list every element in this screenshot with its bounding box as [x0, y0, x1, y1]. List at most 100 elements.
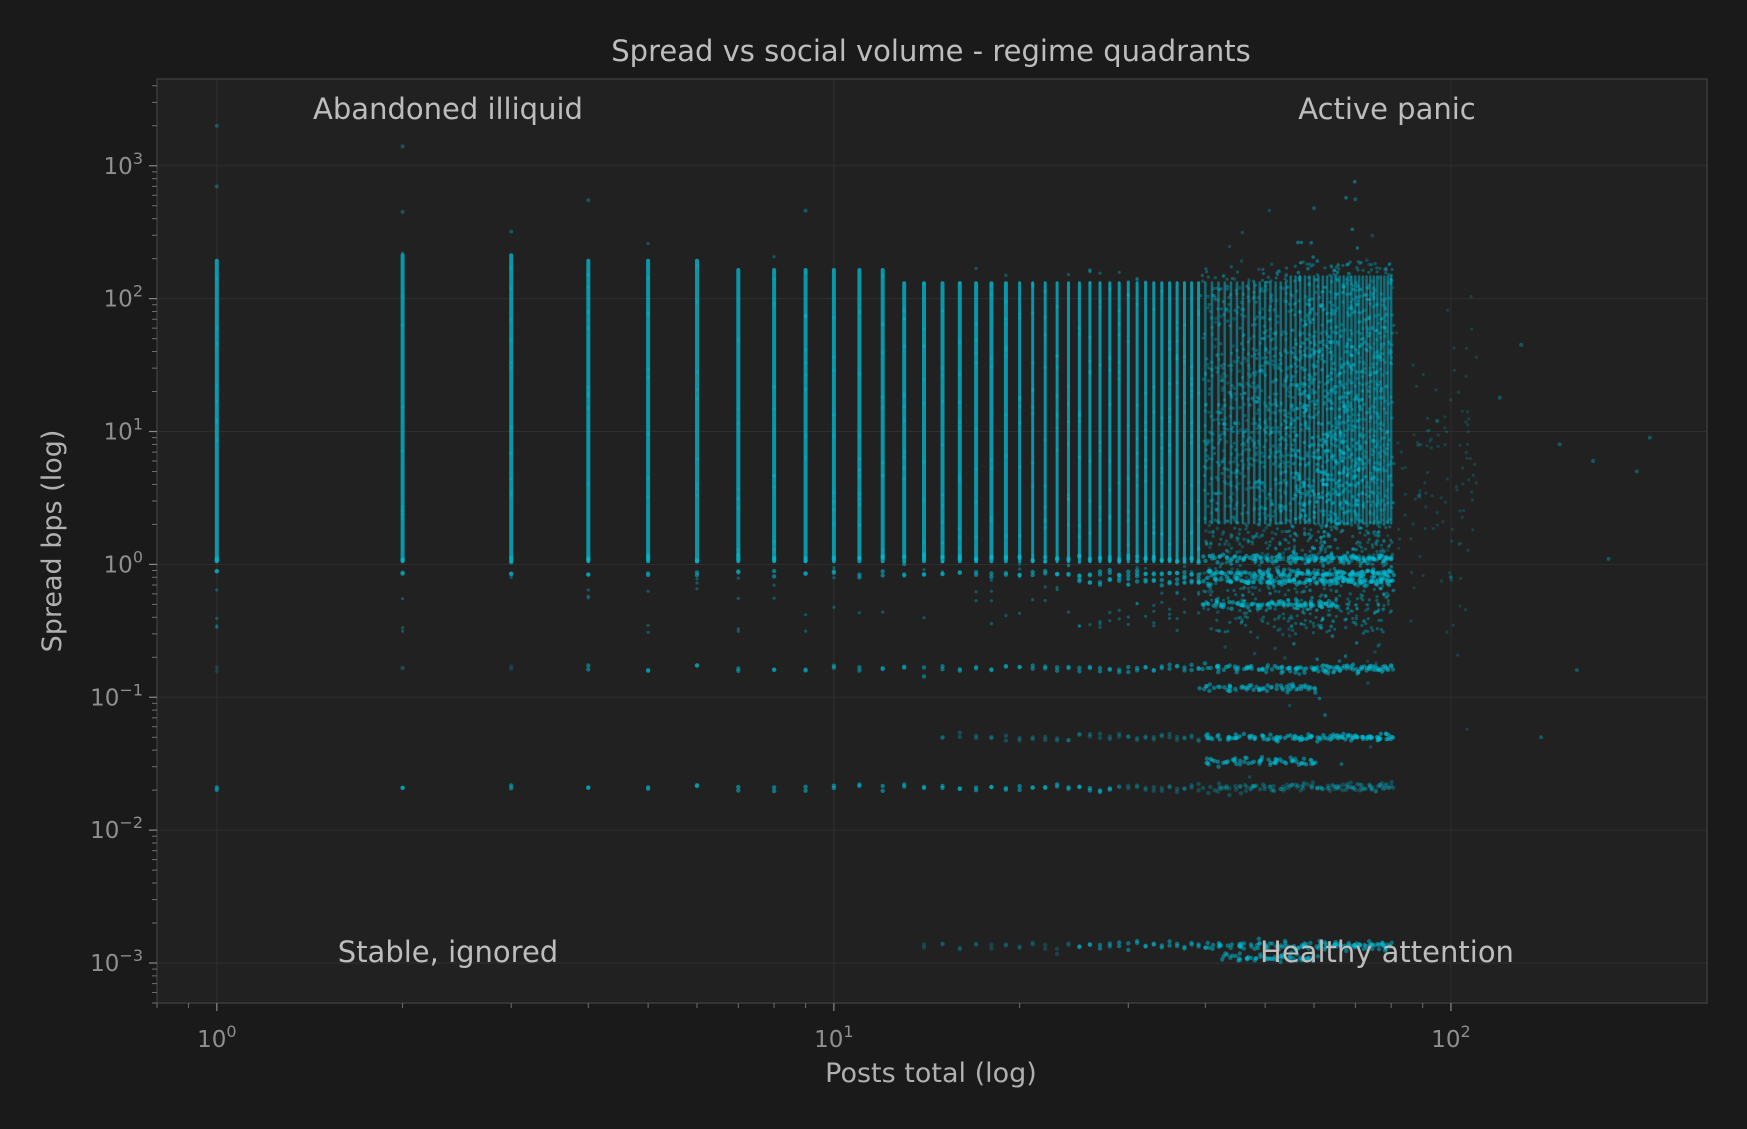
data-point [1252, 508, 1256, 512]
data-point [1450, 539, 1454, 543]
data-point [1366, 326, 1371, 331]
data-point [1271, 787, 1276, 793]
data-point [1256, 352, 1260, 356]
data-point [1302, 410, 1306, 415]
data-point [1291, 395, 1295, 399]
data-point [1293, 946, 1298, 952]
data-point [1216, 669, 1221, 675]
data-point [902, 309, 906, 313]
data-point [1243, 414, 1247, 418]
data-point [1245, 524, 1249, 528]
data-point [1258, 758, 1263, 763]
data-point [1246, 761, 1251, 766]
data-point [1318, 625, 1322, 630]
data-point [1159, 788, 1165, 794]
data-point [1237, 957, 1243, 962]
data-point [1284, 446, 1288, 450]
data-point [1382, 407, 1386, 411]
data-point [1302, 484, 1306, 489]
data-point [1126, 783, 1131, 788]
data-point [1097, 789, 1103, 795]
data-point [1144, 280, 1148, 284]
data-point [1097, 580, 1103, 585]
data-point [1297, 299, 1301, 303]
data-point [1211, 534, 1215, 538]
data-point [1242, 782, 1248, 788]
data-point [1354, 425, 1358, 429]
data-point [1285, 375, 1289, 379]
data-point [1144, 458, 1148, 462]
data-point [1323, 541, 1327, 545]
data-point [1261, 685, 1267, 691]
data-point [1268, 327, 1273, 331]
data-point [1281, 612, 1285, 616]
data-point [1278, 449, 1282, 453]
data-point [1088, 531, 1092, 535]
data-point [1289, 421, 1294, 426]
data-point [1519, 342, 1524, 347]
data-point [1305, 302, 1309, 306]
data-point [1329, 552, 1334, 556]
data-point [509, 477, 513, 481]
data-point [1168, 449, 1172, 454]
data-point [1292, 606, 1296, 610]
data-point [1377, 555, 1383, 560]
data-point [881, 274, 885, 278]
data-point [1272, 401, 1277, 406]
data-point [1210, 332, 1215, 337]
data-point [1260, 733, 1266, 738]
data-point [1213, 298, 1217, 302]
data-point [1220, 957, 1225, 962]
data-point [1399, 450, 1403, 454]
data-point [1190, 365, 1194, 369]
data-point [1200, 273, 1204, 278]
data-point [1411, 363, 1415, 367]
data-point [1226, 629, 1230, 633]
data-point [1369, 471, 1373, 475]
data-column [646, 258, 651, 564]
data-point [1315, 571, 1321, 577]
data-point [1281, 504, 1285, 508]
data-point [1108, 357, 1112, 361]
data-point [1336, 263, 1340, 267]
data-point [586, 596, 590, 600]
data-point [1334, 325, 1339, 329]
data-point [1384, 266, 1388, 270]
data-point [1329, 525, 1333, 529]
data-point [1167, 579, 1172, 585]
data-point [1317, 577, 1323, 582]
data-point [1228, 495, 1232, 500]
data-point [1283, 656, 1287, 660]
data-point [1275, 576, 1279, 580]
data-point [902, 573, 907, 578]
data-point [1205, 362, 1210, 367]
data-point [1237, 943, 1242, 949]
data-point [1134, 938, 1140, 944]
data-point [1189, 571, 1194, 577]
data-point [1363, 533, 1367, 537]
data-point [1351, 413, 1355, 417]
data-point [1353, 468, 1358, 472]
data-point [1211, 498, 1215, 502]
data-point [1253, 586, 1257, 590]
data-point [1207, 366, 1211, 370]
data-point [1307, 384, 1311, 388]
data-point [1295, 945, 1301, 951]
data-point [1262, 330, 1267, 335]
data-point [1470, 498, 1475, 502]
data-point [1279, 510, 1283, 514]
data-point [1144, 428, 1148, 432]
data-point [1250, 540, 1254, 544]
data-point [1239, 574, 1243, 578]
data-point [1254, 783, 1259, 788]
data-point [1196, 499, 1200, 503]
data-point [1077, 554, 1082, 559]
data-point [1215, 353, 1219, 357]
data-point [1360, 545, 1364, 550]
data-point [1354, 617, 1358, 621]
data-point [1355, 299, 1360, 303]
data-point [1355, 246, 1360, 250]
data-column [1289, 275, 1292, 525]
data-point [1418, 554, 1422, 559]
data-point [694, 559, 700, 564]
